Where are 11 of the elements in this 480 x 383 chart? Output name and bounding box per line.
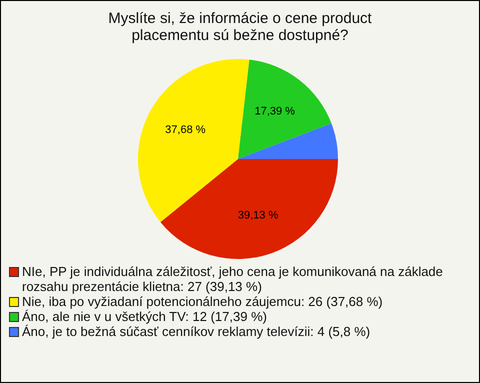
legend-label: Nie, iba po vyžiadaní potencionálneho záujemcu: 26 (37,68 %): [22, 294, 383, 309]
data-label: 39,13 %: [238, 210, 278, 222]
data-label: 37,68 %: [165, 124, 206, 136]
pie-slice: [238, 60, 332, 159]
pie-slice: [160, 159, 338, 259]
chart-title: Myslíte si, že informácie o cene product placementu sú bežne dostupné?: [107, 9, 373, 44]
pie-slice: [238, 123, 338, 159]
legend-label: Áno, je to bežná súčasť cenníkov reklamy televízii: 4 (5,8 %): [22, 324, 370, 339]
legend-label: Áno, ale nie v u všetkých TV: 12 (17,39 %): [22, 309, 267, 324]
data-label: 17,39 %: [254, 106, 296, 118]
legend-label: NIe, PP je individuálna záležitosť, jeho cena je komunikovaná na základe rozsahu prezentácie klietna: 27 (39,13 %): [22, 264, 444, 294]
